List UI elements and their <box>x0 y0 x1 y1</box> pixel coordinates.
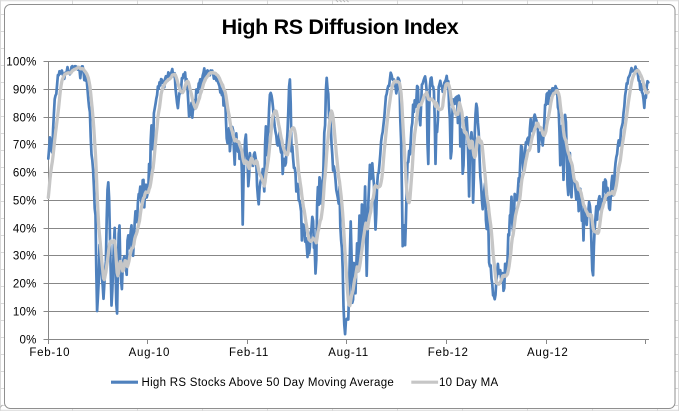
svg-text:Aug-11: Aug-11 <box>328 347 369 359</box>
svg-text:30%: 30% <box>13 251 37 263</box>
svg-text:20%: 20% <box>13 279 37 291</box>
svg-text:0%: 0% <box>19 335 36 347</box>
svg-text:90%: 90% <box>13 85 37 97</box>
svg-text:80%: 80% <box>13 113 37 125</box>
svg-text:Feb-10: Feb-10 <box>29 347 70 359</box>
svg-text:High RS Stocks Above 50 Day Mo: High RS Stocks Above 50 Day Moving Avera… <box>142 377 395 389</box>
svg-text:Feb-12: Feb-12 <box>428 347 469 359</box>
svg-text:Aug-10: Aug-10 <box>129 347 171 359</box>
svg-text:60%: 60% <box>13 168 37 180</box>
svg-text:50%: 50% <box>13 196 37 208</box>
svg-text:10 Day MA: 10 Day MA <box>439 377 498 389</box>
svg-text:70%: 70% <box>13 140 37 152</box>
svg-text:10%: 10% <box>13 307 37 319</box>
svg-text:Feb-11: Feb-11 <box>229 347 269 359</box>
svg-text:Aug-12: Aug-12 <box>527 347 569 359</box>
svg-text:40%: 40% <box>13 224 37 236</box>
svg-text:100%: 100% <box>6 57 36 69</box>
svg-text:High RS Diffusion Index: High RS Diffusion Index <box>222 15 459 39</box>
